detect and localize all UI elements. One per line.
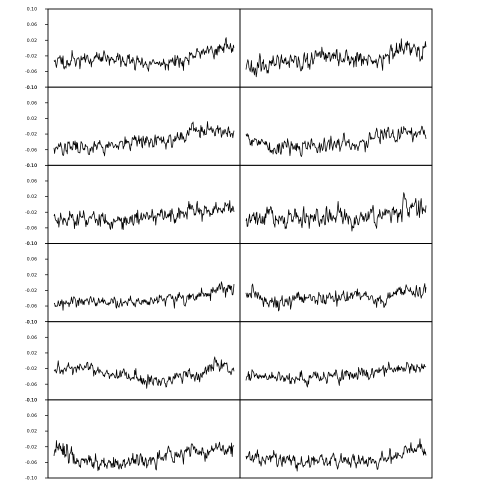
series-line [245,361,427,388]
y-tick-label: -0.06 [25,382,37,388]
y-tick-label: 0.10 [27,397,37,403]
y-tick-label: 0.06 [27,22,37,28]
panel-frame [47,8,241,88]
y-tick-label: 0.02 [27,351,37,357]
panel-r3-c2 [239,164,433,244]
y-tick-label: -0.02 [25,54,37,60]
y-tick-label: 0.10 [27,319,37,325]
series-line [245,283,427,312]
panel-r5-c2 [239,321,433,401]
y-tick-label: 0.10 [27,7,37,13]
y-tick-label: 0.06 [27,257,37,263]
series-line [53,281,235,311]
y-tick-label: -0.10 [25,476,37,480]
panel-frame [47,321,241,401]
y-tick-label: -0.10 [25,163,37,169]
y-tick-label: 0.06 [27,179,37,185]
series-line [245,125,427,157]
panel-frame [239,8,433,88]
y-tick-label: -0.02 [25,366,37,372]
panel-frame [47,399,241,479]
series-line [53,37,235,72]
panel-frame [47,243,241,323]
y-tick-label: -0.02 [25,132,37,138]
y-tick-label: -0.06 [25,460,37,466]
y-tick-label: -0.06 [25,69,37,75]
y-tick-label: -0.02 [25,288,37,294]
y-tick-label: 0.10 [27,163,37,169]
panel-frame [47,164,241,244]
panel-r1-c2 [239,8,433,88]
y-tick-label: -0.06 [25,147,37,153]
panel-frame [239,321,433,401]
y-tick-label: 0.02 [27,194,37,200]
panel-r6-c1: 0.10 0.06 0.02 -0.02 -0.06 -0.10 [25,397,241,480]
series-line [245,438,427,472]
y-tick-label: -0.06 [25,225,37,231]
series-line [245,38,427,78]
panel-r1-c1: 0.10 0.06 0.02 -0.02 -0.06 -0.10 [25,7,241,91]
panel-frame [239,243,433,323]
y-tick-label: -0.10 [25,397,37,403]
panel-r4-c2 [239,243,433,323]
y-tick-label: 0.10 [27,85,37,91]
y-tick-label: 0.02 [27,38,37,44]
y-tick-label: 0.06 [27,413,37,419]
y-tick-label: -0.10 [25,241,37,247]
series-line [53,356,235,389]
panel-frame [239,86,433,166]
series-line [245,192,427,232]
series-line [53,440,235,472]
panel-r5-c1: 0.10 0.06 0.02 -0.02 -0.06 -0.10 [25,319,241,403]
panel-frame [239,399,433,479]
y-tick-label: -0.10 [25,85,37,91]
panel-r3-c1: 0.10 0.06 0.02 -0.02 -0.06 -0.10 [25,163,241,247]
y-tick-label: 0.06 [27,335,37,341]
y-tick-label: 0.02 [27,429,37,435]
y-tick-label: 0.02 [27,272,37,278]
y-tick-label: -0.02 [25,210,37,216]
series-line [53,200,235,230]
y-tick-label: -0.02 [25,444,37,450]
y-tick-label: 0.06 [27,100,37,106]
y-tick-label: -0.10 [25,319,37,325]
panel-r4-c1: 0.10 0.06 0.02 -0.02 -0.06 -0.10 [25,241,241,325]
panel-frame [239,164,433,244]
y-tick-label: 0.02 [27,116,37,122]
panel-r2-c1: 0.10 0.06 0.02 -0.02 -0.06 -0.10 [25,85,241,169]
panel-r2-c2 [239,86,433,166]
panel-r6-c2 [239,399,433,479]
y-tick-label: 0.10 [27,241,37,247]
series-line [53,121,235,157]
panels-layer: 0.100.060.02-0.02-0.06-0.100.100.060.02-… [25,7,433,480]
y-tick-label: -0.06 [25,304,37,310]
